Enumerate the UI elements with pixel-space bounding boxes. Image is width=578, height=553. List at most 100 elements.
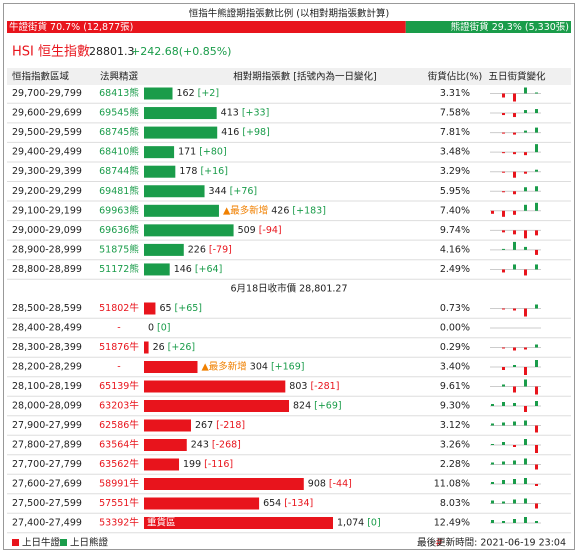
spark-bar	[524, 269, 527, 276]
contracts-bar	[144, 126, 218, 139]
spark-bar	[524, 308, 527, 317]
spark-bar	[513, 230, 516, 235]
spark-bar	[491, 482, 494, 484]
range: 29,600-29,699	[12, 108, 82, 119]
share-pct: 3.29%	[440, 166, 470, 177]
legend-swatch	[60, 539, 67, 546]
spark-bar	[535, 503, 538, 509]
spark-bar	[513, 479, 516, 484]
warrant-code: 63203牛	[99, 400, 139, 412]
warrant-code: 58991牛	[99, 478, 139, 490]
range: 29,300-29,399	[12, 166, 82, 177]
change: [+76]	[230, 186, 257, 197]
contracts: 243	[191, 440, 209, 451]
spark-bar	[513, 113, 516, 118]
range: 27,700-27,799	[12, 459, 82, 470]
spark-bar	[524, 171, 527, 174]
spark-bar	[535, 230, 538, 236]
change: [+33]	[242, 108, 269, 119]
bear-ratio-bar	[405, 21, 571, 33]
spark-bar	[491, 210, 494, 214]
spark-bar	[513, 241, 516, 250]
range: 29,200-29,299	[12, 186, 82, 197]
spark-bar	[535, 169, 538, 172]
spark-bar	[502, 269, 505, 273]
spark-bar	[491, 462, 494, 465]
spark-bar	[502, 230, 505, 233]
contracts: 803	[289, 381, 307, 392]
spark-bar	[535, 92, 538, 94]
contracts: 146	[174, 264, 192, 275]
spark-bar	[491, 520, 494, 523]
range: 29,000-29,099	[12, 225, 82, 236]
spark-bar	[502, 367, 505, 370]
share-pct: 9.61%	[440, 381, 470, 392]
range: 28,900-28,999	[12, 244, 82, 255]
spark-bar	[524, 439, 527, 445]
warrant-code: 53392牛	[99, 517, 139, 529]
spark-bar	[524, 204, 527, 211]
range: 28,200-28,299	[12, 362, 82, 373]
warrant-code: 65139牛	[99, 380, 139, 392]
contracts: 267	[195, 420, 213, 431]
contracts-bar	[144, 400, 290, 412]
change: [0]	[367, 518, 380, 529]
contracts: 908	[308, 479, 326, 490]
share-pct: 7.40%	[440, 205, 470, 216]
change: [+69]	[314, 401, 341, 412]
spark-bar	[535, 304, 538, 309]
warrant-code: 69636熊	[99, 224, 139, 236]
index-change: +242.68(+0.85%)	[131, 45, 231, 58]
contracts-bar	[144, 361, 198, 373]
share-pct: 3.31%	[440, 88, 470, 99]
change: [+64]	[195, 264, 222, 275]
change: [+80]	[199, 147, 226, 158]
contracts: 171	[178, 147, 196, 158]
share-pct: 5.95%	[440, 186, 470, 197]
column-header: 恒指指數區域	[12, 71, 70, 83]
spark-bar	[535, 144, 538, 153]
bull-ratio-bar	[7, 21, 406, 33]
warrant-code: 51875熊	[99, 243, 139, 255]
column-header: 街貨佔比(%)	[428, 71, 482, 83]
spark-bar	[535, 464, 538, 470]
contracts: 1,074	[337, 518, 364, 529]
change: [-79]	[209, 244, 232, 255]
spark-bar	[502, 384, 505, 387]
spark-bar	[502, 422, 505, 426]
share-pct: 11.08%	[434, 479, 470, 490]
change: [-44]	[329, 479, 352, 490]
spark-bar	[502, 402, 505, 406]
spark-bar	[502, 191, 505, 193]
spark-bar	[491, 444, 494, 445]
spark-bar	[535, 360, 538, 367]
spark-bar	[524, 367, 527, 375]
contracts-bar	[144, 87, 173, 100]
share-pct: 8.03%	[440, 498, 470, 509]
spark-bar	[513, 347, 516, 351]
spark-bar	[535, 401, 538, 406]
contracts: 0	[148, 323, 154, 334]
spark-bar	[535, 386, 538, 395]
range: 28,500-28,599	[12, 303, 82, 314]
spark-bar	[535, 186, 538, 192]
warrant-code: 69545熊	[99, 107, 139, 119]
spark-bar	[513, 191, 516, 195]
contracts-bar	[144, 458, 180, 471]
separator: 6月18日收市價 28,801.27	[230, 283, 347, 295]
spark-bar	[535, 445, 538, 453]
spark-bar	[535, 425, 538, 433]
column-header: 五日街貨變化	[488, 71, 546, 83]
legend-label: 上日熊證	[70, 537, 109, 549]
range: 27,800-27,899	[12, 440, 82, 451]
share-pct: 0.73%	[440, 303, 470, 314]
range: 27,900-27,999	[12, 420, 82, 431]
spark-bar	[502, 501, 505, 504]
contracts: 824	[293, 401, 311, 412]
footer-mark: #	[435, 538, 443, 549]
index-name: HSI 恒生指數	[12, 45, 90, 60]
share-pct: 9.74%	[440, 225, 470, 236]
spark-bar	[502, 210, 505, 217]
range: 27,600-27,699	[12, 479, 82, 490]
contracts-bar	[144, 380, 286, 393]
